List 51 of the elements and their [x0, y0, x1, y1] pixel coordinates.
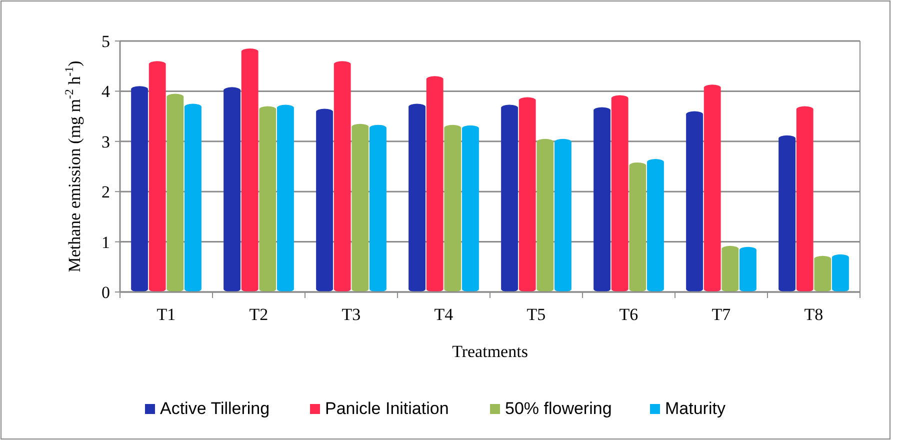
bar: [611, 95, 628, 292]
bar: [629, 162, 646, 292]
x-tick-label: T2: [249, 305, 268, 324]
y-tick-label: 5: [102, 32, 110, 51]
y-tick-label: 0: [102, 282, 110, 302]
bar: [444, 124, 462, 292]
bar: [408, 104, 426, 292]
bar: [536, 138, 554, 292]
bar: [277, 104, 294, 292]
x-tick-label: T5: [526, 305, 546, 324]
bar: [370, 124, 386, 292]
bar: [554, 138, 572, 292]
bar: [796, 106, 814, 292]
x-axis-title: Treatments: [452, 342, 528, 361]
bar: [166, 94, 184, 292]
bar: [259, 106, 276, 292]
bar: [501, 104, 518, 292]
bar: [462, 125, 479, 292]
x-tick-label: T8: [804, 305, 824, 324]
x-tick-label: T7: [712, 305, 732, 324]
bar: [352, 124, 369, 292]
bar: [131, 86, 148, 292]
bar: [334, 61, 351, 292]
bar: [722, 246, 739, 292]
bar: [148, 61, 166, 292]
bar: [740, 246, 756, 292]
y-tick-label: 2: [102, 182, 110, 202]
bar: [184, 104, 202, 292]
bar: [594, 107, 610, 292]
bar: [832, 254, 849, 292]
x-tick-label: T3: [342, 305, 361, 324]
y-tick-label: 3: [102, 132, 110, 152]
x-tick-label: T1: [156, 305, 176, 324]
bar: [686, 111, 703, 292]
bar: [316, 108, 333, 292]
bar: [778, 135, 796, 292]
x-tick-label: T6: [619, 305, 638, 324]
bar: [814, 256, 832, 292]
legend-label: 50% flowering: [505, 399, 612, 418]
bar: [704, 84, 721, 292]
bar: [426, 76, 444, 292]
y-tick-label: 4: [102, 82, 110, 102]
legend-label: Panicle Initiation: [325, 399, 449, 418]
bar: [241, 48, 258, 292]
bar: [518, 97, 536, 292]
legend-label: Active Tillering: [160, 399, 270, 418]
legend-label: Maturity: [665, 399, 726, 418]
x-tick-label: T4: [434, 305, 454, 324]
y-tick-label: 1: [102, 232, 110, 252]
bar: [647, 158, 664, 292]
bar: [224, 87, 240, 292]
